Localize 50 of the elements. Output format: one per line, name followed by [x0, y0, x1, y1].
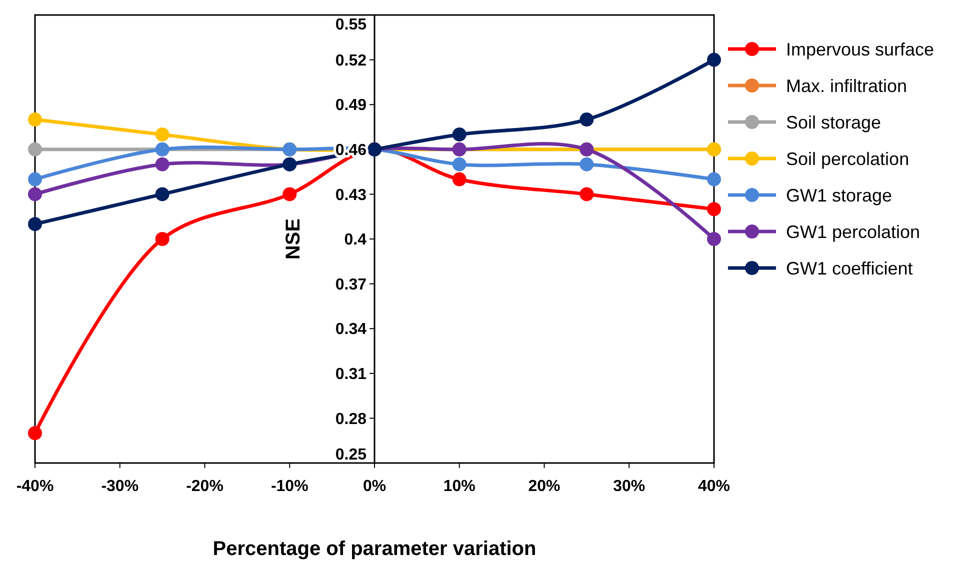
- legend-label: Soil storage: [786, 112, 882, 132]
- y-tick-label: 0.34: [335, 321, 367, 338]
- legend-label: Impervous surface: [786, 39, 934, 60]
- x-tick-label: 30%: [613, 478, 646, 495]
- legend-label: GW1 storage: [786, 185, 892, 206]
- y-tick-label: 0.49: [335, 97, 367, 114]
- legend-label: GW1 percolation: [786, 222, 920, 242]
- point: [28, 142, 42, 156]
- point: [452, 157, 466, 172]
- point: [707, 172, 721, 186]
- point: [28, 426, 42, 440]
- point: [580, 187, 594, 202]
- x-tick-label: -40%: [16, 478, 54, 495]
- x-tick-label: 10%: [443, 478, 476, 495]
- point: [155, 232, 170, 246]
- x-tick-label: -10%: [270, 478, 308, 495]
- point: [28, 172, 42, 186]
- point: [580, 157, 594, 172]
- point: [155, 187, 170, 202]
- y-tick-label: 0.28: [335, 410, 367, 428]
- y-tick-label: 0.43: [335, 186, 367, 204]
- point: [28, 112, 42, 127]
- point: [707, 202, 721, 216]
- x-tick-label: -30%: [101, 478, 139, 495]
- point: [155, 157, 170, 172]
- point: [28, 217, 42, 232]
- legend-label: Max. infiltration: [786, 76, 908, 96]
- point: [452, 127, 466, 142]
- point: [707, 52, 721, 67]
- y-axis-title: NSE: [282, 218, 304, 260]
- legend-label: GW1 coefficient: [786, 258, 913, 278]
- point: [580, 112, 594, 127]
- point: [155, 127, 170, 142]
- point: [707, 232, 721, 246]
- y-tick-label: 0.31: [335, 366, 367, 383]
- x-axis-title: Percentage of parameter variation: [212, 538, 536, 560]
- point: [28, 187, 42, 202]
- point: [452, 172, 466, 186]
- x-tick-label: 20%: [528, 478, 560, 495]
- x-tick-label: 40%: [698, 478, 730, 495]
- y-tick-label: 0.4: [344, 232, 367, 249]
- y-tick-label: 0.37: [335, 276, 367, 294]
- y-tick-label: 0.55: [335, 16, 367, 34]
- x-tick-label: -20%: [186, 478, 224, 495]
- legend-label: Soil percolation: [786, 148, 910, 169]
- x-tick-label: 0%: [362, 478, 386, 495]
- y-tick-label: 0.25: [335, 446, 367, 464]
- y-tick-label: 0.52: [335, 52, 367, 70]
- y-tick-label: 0.46: [335, 142, 367, 159]
- point: [282, 187, 297, 202]
